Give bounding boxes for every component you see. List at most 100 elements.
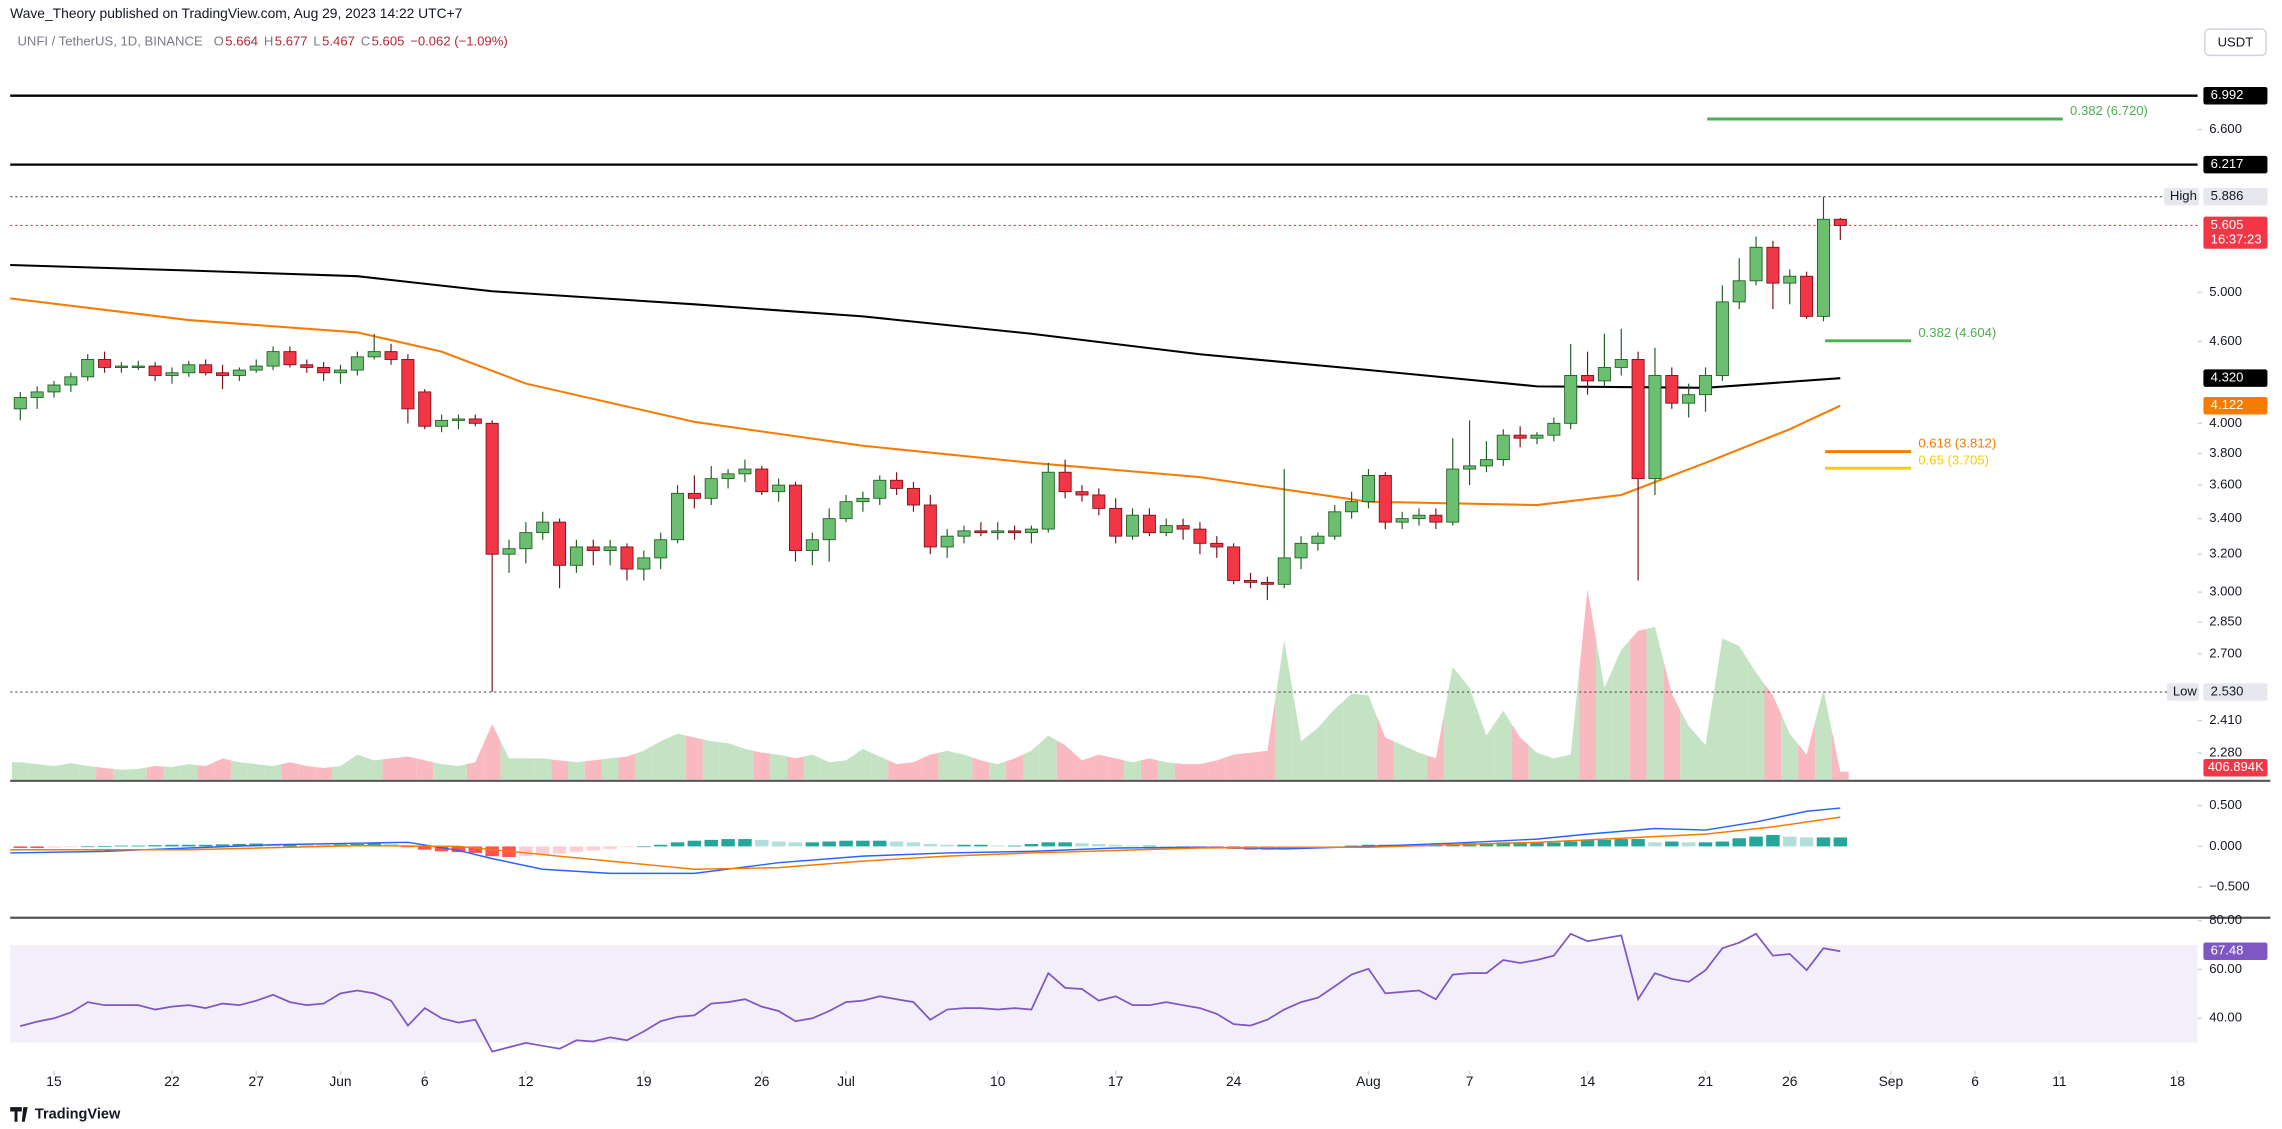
macd-histogram-bar <box>569 846 584 853</box>
volume-area <box>214 758 231 780</box>
volume-area <box>601 757 619 780</box>
candle-body <box>1294 542 1308 559</box>
macd-histogram-bar <box>148 845 162 847</box>
volume-area <box>1292 690 1310 780</box>
symbol: UNFI / TetherUS, 1D, BINANCE <box>17 34 202 49</box>
author-line: Wave_Theory published on TradingView.com… <box>10 5 462 21</box>
candle-body <box>1041 471 1055 530</box>
macd-histogram-bar <box>182 844 196 847</box>
candle-body <box>367 351 381 358</box>
candle-body <box>1412 514 1426 520</box>
macd-histogram-bar <box>1648 842 1662 847</box>
volume-area <box>803 754 821 780</box>
macd-histogram-bar <box>889 841 904 847</box>
candle-body <box>1547 422 1561 436</box>
x-tick-label: 24 <box>1226 1073 1242 1089</box>
macd-histogram-bar <box>1058 842 1072 847</box>
high-label: 5.886 <box>2211 188 2244 203</box>
volume-area <box>551 759 568 780</box>
volume-area <box>1747 659 1765 780</box>
candle-body <box>1530 434 1544 439</box>
macd-histogram-bar <box>30 846 44 849</box>
macd-histogram-bar <box>232 843 247 847</box>
legend-key: O <box>214 34 224 49</box>
macd-histogram-bar <box>552 846 567 854</box>
macd-histogram-bar <box>1530 842 1544 847</box>
macd-histogram-bar <box>418 846 432 850</box>
macd-histogram-bar <box>1665 841 1679 847</box>
macd-histogram-bar <box>1833 837 1848 847</box>
legend-key: L <box>313 34 320 49</box>
candle-body <box>1699 375 1713 396</box>
volume-area <box>685 735 703 780</box>
currency-button-label[interactable]: USDT <box>2218 34 2254 49</box>
volume-area <box>1831 730 1849 780</box>
macd-histogram-bar <box>1496 842 1511 847</box>
volume-area <box>652 737 670 780</box>
macd-histogram-bar <box>805 842 820 847</box>
candle-body <box>856 497 870 503</box>
y-tick-label: 3.600 <box>2209 477 2242 492</box>
volume-area <box>584 759 602 780</box>
volume-area <box>567 761 585 780</box>
volume-area <box>1039 735 1057 780</box>
volume-area <box>820 758 838 780</box>
candle-body <box>249 365 263 371</box>
macd-histogram-bar <box>215 844 230 847</box>
candle-body <box>1210 542 1224 548</box>
macd-tick-label: −0.500 <box>2209 879 2249 894</box>
volume-area <box>1073 752 1091 780</box>
candle-body <box>1665 375 1679 404</box>
x-tick-label: 6 <box>421 1073 429 1089</box>
volume-area <box>719 742 737 780</box>
candle-body <box>738 468 752 475</box>
currency-button[interactable] <box>2204 28 2267 57</box>
volume-area <box>483 724 501 780</box>
candle-body <box>1277 557 1291 585</box>
x-tick-label: Sep <box>1879 1073 1904 1089</box>
macd-histogram-bar <box>839 840 853 847</box>
candle-body <box>1581 375 1595 382</box>
candle-body <box>974 530 988 534</box>
macd-histogram-bar <box>873 840 887 847</box>
x-tick-label: 26 <box>754 1073 770 1089</box>
candle-body <box>839 501 853 520</box>
x-tick-label: 26 <box>1782 1073 1798 1089</box>
rsi-label: 67.48 <box>2211 943 2244 958</box>
macd-tick-label: 0.500 <box>2209 797 2242 812</box>
volume-area <box>1191 762 1209 780</box>
candle-body <box>704 478 718 499</box>
candle-body <box>502 548 516 555</box>
candle-body <box>131 365 145 368</box>
y-tick-label: 6.600 <box>2209 121 2242 136</box>
volume-area <box>905 758 922 780</box>
volume-area <box>28 763 46 780</box>
candle-body <box>1126 514 1140 537</box>
volume-area <box>500 741 518 780</box>
macd-histogram-bar <box>822 841 836 847</box>
volume-area <box>1410 748 1428 780</box>
macd-histogram-bar <box>367 843 381 847</box>
macd-histogram-bar <box>788 842 803 847</box>
candle-body <box>553 521 567 566</box>
candle-body <box>64 376 78 386</box>
macd-histogram-bar <box>771 841 786 847</box>
volume-area <box>1562 671 1580 780</box>
x-tick-label: 10 <box>990 1073 1006 1089</box>
high-tag: High <box>2170 188 2197 203</box>
candle-body <box>1783 275 1797 284</box>
volume-area <box>1629 628 1647 780</box>
volume-area <box>1612 640 1630 780</box>
volume-area <box>1815 689 1832 780</box>
volume-area <box>281 762 299 780</box>
macd-histogram-bar <box>13 846 28 849</box>
candle-body <box>923 504 937 548</box>
volume-area <box>871 752 889 780</box>
candle-body <box>1159 525 1173 534</box>
volume-area <box>1208 757 1226 780</box>
macd-histogram-bar <box>957 844 971 847</box>
volume-area <box>1595 638 1613 780</box>
signal-line <box>10 816 1841 870</box>
candle-body <box>165 372 179 376</box>
